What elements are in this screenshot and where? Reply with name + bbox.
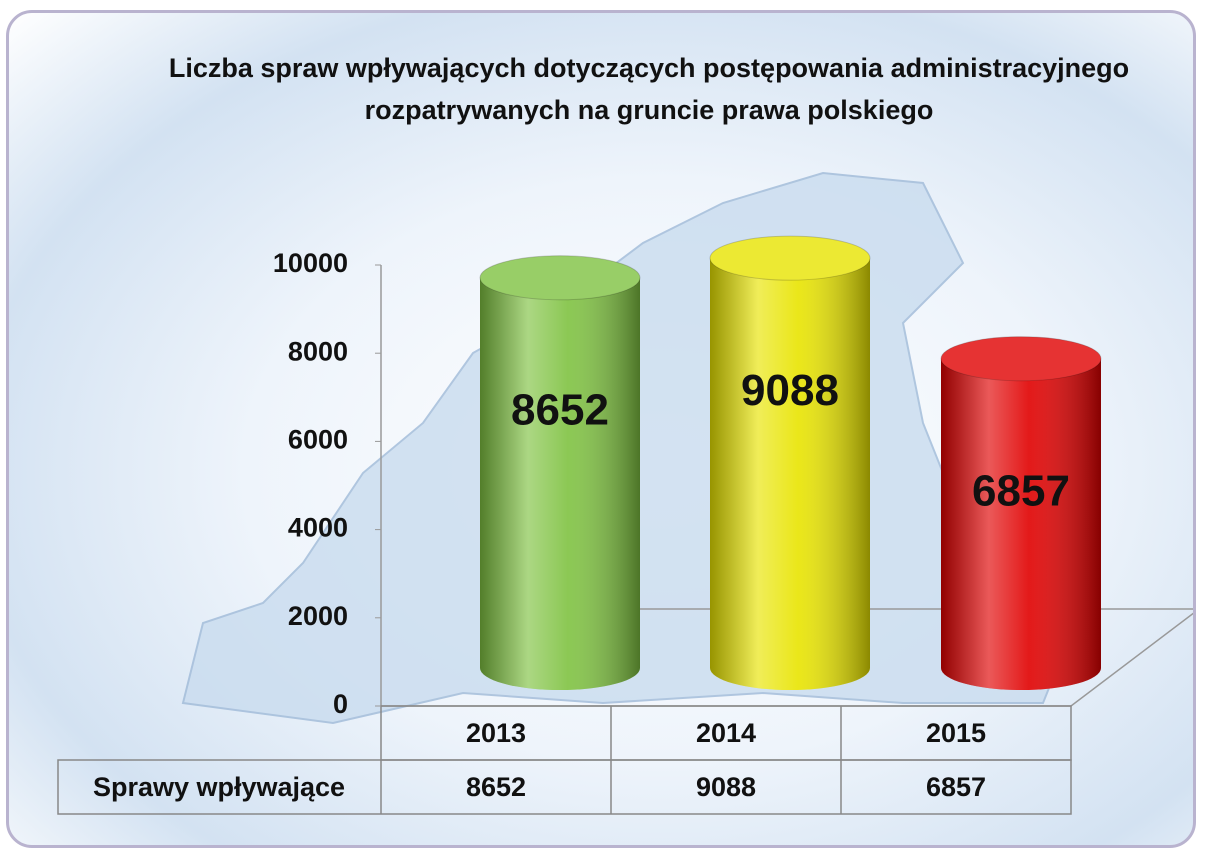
data-table bbox=[57, 705, 1072, 815]
cylinder-top-shade bbox=[710, 236, 870, 281]
cylinder-top bbox=[479, 255, 641, 301]
chart: 0 2000 4000 6000 8000 10000 Sprawy wpływające 8… bbox=[57, 171, 1193, 815]
table-value: 6857 bbox=[926, 772, 986, 802]
chart-frame: 0 2000 4000 6000 8000 10000 Sprawy wpływające 8… bbox=[6, 10, 1196, 848]
cylinder-body-shade bbox=[480, 277, 640, 668]
y-tick-label: 10000 bbox=[273, 248, 348, 278]
cylinder-top bbox=[940, 336, 1102, 382]
cylinder-body-shade bbox=[941, 358, 1101, 668]
table-row-label: Sprawy wpływające bbox=[93, 772, 345, 802]
y-tick-label: 4000 bbox=[288, 513, 348, 543]
cylinder-body-shade bbox=[710, 258, 870, 668]
y-tick-label: 0 bbox=[333, 689, 348, 719]
cylinder-top-shade bbox=[941, 336, 1101, 381]
chart-title: Liczba spraw wpływających dotyczących po… bbox=[168, 53, 1130, 125]
x-tick-label: 2015 bbox=[926, 718, 986, 748]
cylinder-top bbox=[709, 235, 871, 281]
cylinder-top-shade bbox=[480, 255, 640, 300]
data-label: 6857 bbox=[972, 466, 1070, 515]
table-value: 8652 bbox=[466, 772, 526, 802]
y-tick-label: 8000 bbox=[288, 336, 348, 366]
table-value: 9088 bbox=[696, 772, 756, 802]
x-tick-label: 2014 bbox=[696, 718, 756, 748]
y-tick-label: 6000 bbox=[288, 425, 348, 455]
y-tick-label: 2000 bbox=[288, 601, 348, 631]
data-label: 8652 bbox=[511, 385, 609, 434]
data-label: 9088 bbox=[741, 366, 839, 415]
x-tick-label: 2013 bbox=[466, 718, 526, 748]
